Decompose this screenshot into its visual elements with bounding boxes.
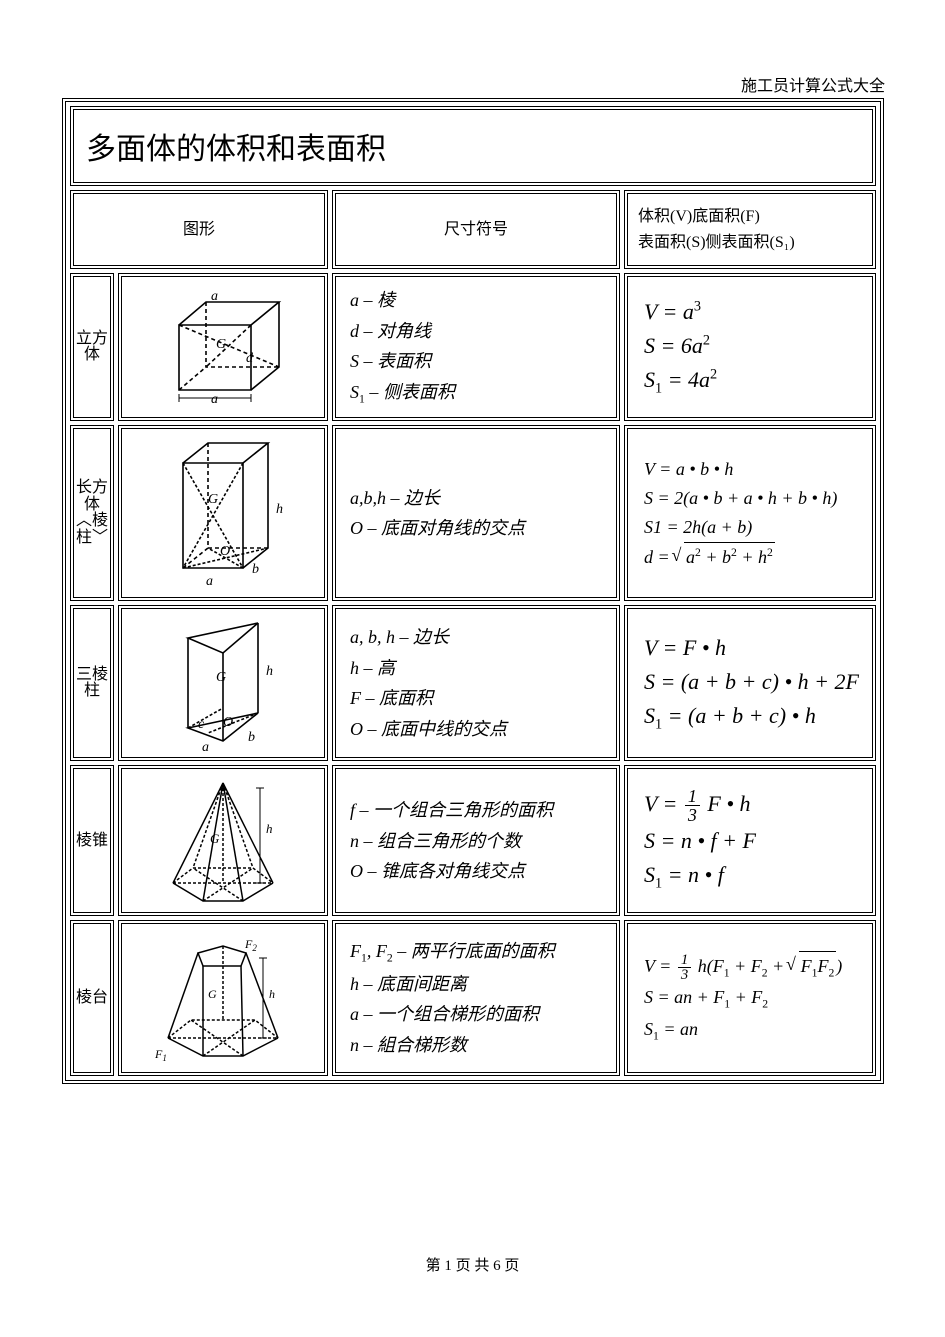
table-row: 棱锥 G [70,765,876,916]
shape-name-triprism: 三棱柱 [70,605,114,761]
svg-text:a: a [202,740,209,753]
svg-text:G: G [208,987,217,1001]
symbols-cuboid: a,b,h – 边长O – 底面对角线的交点 [332,425,620,601]
symbols-triprism: a, b, h – 边长h – 高F – 底面积O – 底面中线的交点 [332,605,620,761]
svg-text:O: O [220,544,230,559]
formulas-triprism: V = F • hS = (a + b + c) • h + 2FS1 = (a… [624,605,876,761]
shape-figure-triprism: G h c a b O [118,605,328,761]
symbols-pyramid: f – 一个组合三角形的面积n – 组合三角形的个数O – 锥底各对角线交点 [332,765,620,916]
svg-text:F2: F2 [244,937,257,953]
table-row: 立方体 a d G a [70,273,876,421]
svg-text:F1: F1 [154,1047,167,1063]
symbols-frustum: F1, F2 – 两平行底面的面积h – 底面间距离a – 一个组合梯形的面积n… [332,920,620,1076]
table-row: 棱台 [70,920,876,1076]
formulas-cube: V = a3S = 6a2S1 = 4a2 [624,273,876,421]
svg-text:h: h [266,821,273,836]
svg-text:a: a [206,574,213,589]
svg-text:a: a [211,290,218,304]
page-footer: 第 1 页 共 6 页 [0,1254,945,1275]
svg-text:G: G [216,337,226,352]
table-row: 长方体︿棱柱﹀ G h O a [70,425,876,601]
triprism-icon: G h c a b O [148,613,298,753]
cube-icon: a d G a [151,290,296,405]
svg-text:G: G [210,831,220,846]
formulas-frustum: V = 13 h(F1 + F2 + F1F2)S = an + F1 + F2… [624,920,876,1076]
shape-name-cube: 立方体 [70,273,114,421]
shape-name-pyramid: 棱锥 [70,765,114,916]
svg-text:h: h [269,987,275,1001]
svg-text:c: c [198,717,205,732]
shape-figure-cube: a d G a [118,273,328,421]
col-header-shape: 图形 [70,190,328,269]
svg-text:h: h [266,664,273,679]
pyramid-icon: G h [148,773,298,908]
shape-figure-cuboid: G h O a b [118,425,328,601]
frustum-icon: F2 G h F1 [143,928,303,1068]
doc-header-right: 施工员计算公式大全 [741,72,885,96]
symbols-cube: a – 棱d – 对角线S – 表面积S1 – 侧表面积 [332,273,620,421]
formula-table: 多面体的体积和表面积 图形 尺寸符号 体积(V)底面积(F) 表面积(S)侧表面… [62,98,884,1084]
svg-text:G: G [208,492,218,507]
formulas-pyramid: V = 13 F • hS = n • f + FS1 = n • f [624,765,876,916]
svg-text:O: O [223,715,233,730]
shape-figure-pyramid: G h [118,765,328,916]
table-row: 三棱柱 G h c a b O a, b, [70,605,876,761]
shape-name-cuboid: 长方体︿棱柱﹀ [70,425,114,601]
svg-text:h: h [276,502,283,517]
svg-text:b: b [248,730,255,745]
col-header-symbol: 尺寸符号 [332,190,620,269]
svg-text:b: b [252,562,259,577]
svg-text:d: d [246,351,254,366]
cuboid-icon: G h O a b [148,433,298,593]
shape-figure-frustum: F2 G h F1 [118,920,328,1076]
col-header-formula: 体积(V)底面积(F) 表面积(S)侧表面积(S₁) [624,190,876,269]
formulas-cuboid: V = a • b • hS = 2(a • b + a • h + b • h… [624,425,876,601]
table-title: 多面体的体积和表面积 [70,106,876,186]
svg-text:G: G [216,670,226,685]
shape-name-frustum: 棱台 [70,920,114,1076]
